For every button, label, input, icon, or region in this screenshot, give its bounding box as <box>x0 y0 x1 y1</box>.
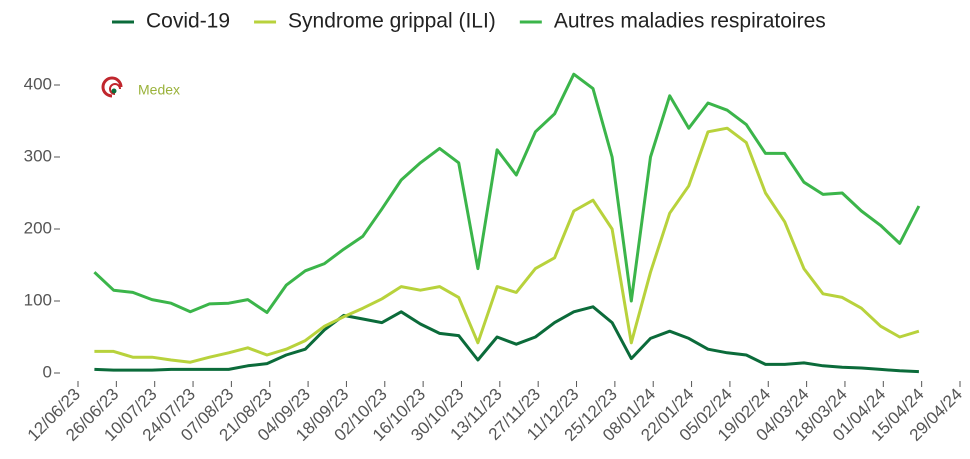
legend-label: Syndrome grippal (ILI) <box>288 10 496 33</box>
logo-text: Medex <box>138 82 180 98</box>
logo-icon <box>111 88 117 94</box>
series-line <box>94 126 920 364</box>
series-line <box>94 305 919 374</box>
y-tick-label: 300 <box>24 146 52 165</box>
y-tick-label: 400 <box>24 74 52 93</box>
y-tick-label: 200 <box>24 218 52 237</box>
logo-icon <box>101 76 123 98</box>
y-tick-label: 0 <box>43 362 52 381</box>
legend-label: Autres maladies respiratoires <box>554 10 826 33</box>
series-line <box>93 72 921 314</box>
legend-label: Covid-19 <box>146 10 230 33</box>
legend: Covid-19 Syndrome grippal (ILI) Autres mal… <box>112 10 826 33</box>
logo-icon <box>109 83 121 95</box>
logo: Medex <box>101 76 180 98</box>
y-tick-label: 100 <box>24 290 52 309</box>
